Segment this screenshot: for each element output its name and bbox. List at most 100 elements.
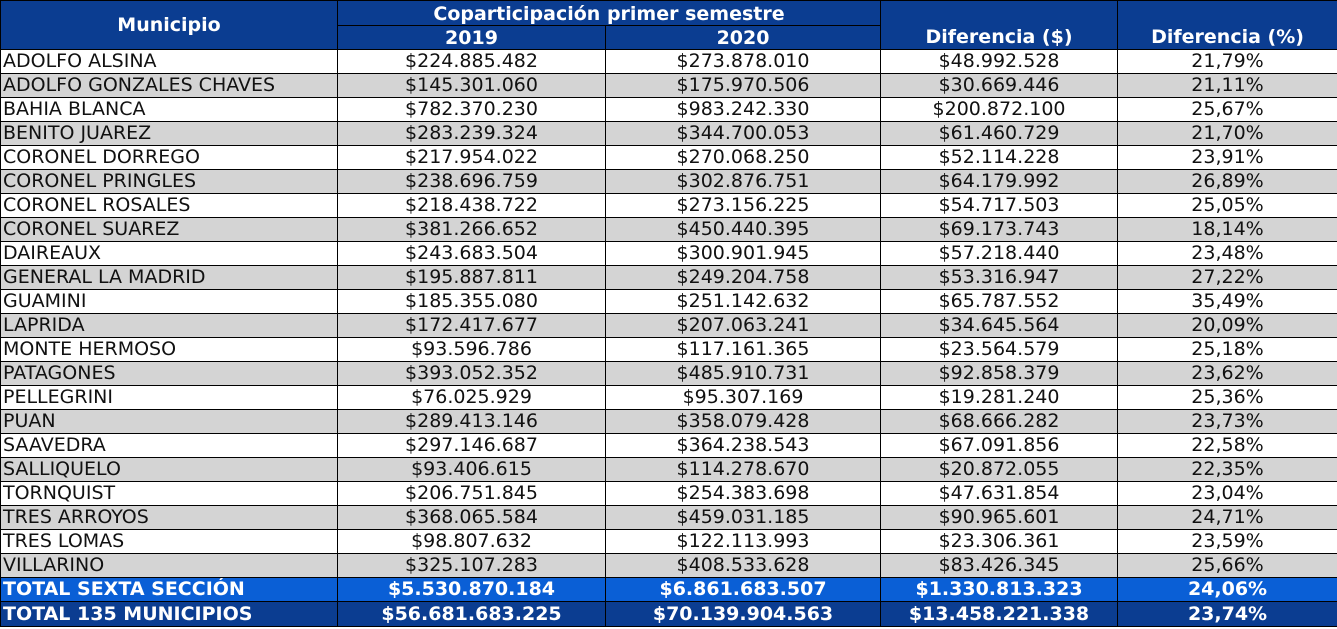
value-2019-cell: $217.954.022 (337, 145, 606, 170)
municipio-cell: LAPRIDA (0, 313, 338, 338)
diferencia-porcentaje-cell: 23,04% (1117, 481, 1337, 506)
municipio-cell: BAHIA BLANCA (0, 97, 338, 122)
diferencia-pesos-cell: $20.872.055 (880, 457, 1119, 482)
table-row: TORNQUIST $206.751.845 $254.383.698 $47.631… (0, 481, 1337, 506)
total-value-2020-cell: $6.861.683.507 (604, 577, 882, 602)
municipio-cell: GENERAL LA MADRID (0, 265, 338, 290)
diferencia-porcentaje-cell: 18,14% (1117, 217, 1337, 242)
diferencia-porcentaje-cell: 24,71% (1117, 505, 1337, 530)
value-2020-cell: $251.142.632 (604, 289, 882, 314)
value-2019-cell: $218.438.722 (337, 193, 606, 218)
table-row: PATAGONES $393.052.352 $485.910.731 $92.858… (0, 361, 1337, 386)
table-row: PUAN $289.413.146 $358.079.428 $68.666.282 2… (0, 409, 1337, 434)
value-2020-cell: $983.242.330 (604, 97, 882, 122)
diferencia-pesos-cell: $23.564.579 (880, 337, 1119, 362)
table-row: ADOLFO GONZALES CHAVES $145.301.060 $175.9… (0, 73, 1337, 98)
value-2020-cell: $459.031.185 (604, 505, 882, 530)
diferencia-pesos-cell: $69.173.743 (880, 217, 1119, 242)
value-2019-cell: $224.885.482 (337, 49, 606, 74)
header-diferencia-pesos: Diferencia ($) (880, 0, 1119, 50)
header-coparticipacion-group: Coparticipación primer semestre (336, 0, 882, 26)
diferencia-porcentaje-cell: 22,58% (1117, 433, 1337, 458)
table-row: ADOLFO ALSINA $224.885.482 $273.878.010 $48… (0, 49, 1337, 74)
municipio-cell: PUAN (0, 409, 338, 434)
value-2020-cell: $300.901.945 (604, 241, 882, 266)
total-diferencia-pesos-cell: $1.330.813.323 (880, 577, 1119, 602)
municipio-cell: TORNQUIST (0, 481, 338, 506)
diferencia-porcentaje-cell: 25,18% (1117, 337, 1337, 362)
table-body: ADOLFO ALSINA $224.885.482 $273.878.010 $48… (0, 49, 1337, 627)
total-135-municipios-row: TOTAL 135 MUNICIPIOS $56.681.683.225 $70.1… (0, 601, 1337, 627)
municipio-cell: DAIREAUX (0, 241, 338, 266)
diferencia-porcentaje-cell: 25,05% (1117, 193, 1337, 218)
diferencia-pesos-cell: $34.645.564 (880, 313, 1119, 338)
diferencia-pesos-cell: $90.965.601 (880, 505, 1119, 530)
table-row: SAAVEDRA $297.146.687 $364.238.543 $67.091.… (0, 433, 1337, 458)
value-2019-cell: $93.406.615 (337, 457, 606, 482)
value-2020-cell: $207.063.241 (604, 313, 882, 338)
value-2019-cell: $145.301.060 (337, 73, 606, 98)
table-row: TRES ARROYOS $368.065.584 $459.031.185 $90.… (0, 505, 1337, 530)
value-2020-cell: $408.533.628 (604, 553, 882, 578)
value-2019-cell: $283.239.324 (337, 121, 606, 146)
municipio-cell: ADOLFO ALSINA (0, 49, 338, 74)
diferencia-pesos-cell: $47.631.854 (880, 481, 1119, 506)
diferencia-pesos-cell: $68.666.282 (880, 409, 1119, 434)
table-header: Municipio Coparticipación primer semestr… (0, 0, 1337, 50)
value-2019-cell: $368.065.584 (337, 505, 606, 530)
value-2019-cell: $381.266.652 (337, 217, 606, 242)
value-2020-cell: $249.204.758 (604, 265, 882, 290)
header-diferencia-porcentaje: Diferencia (%) (1117, 0, 1337, 50)
value-2019-cell: $172.417.677 (337, 313, 606, 338)
diferencia-porcentaje-cell: 22,35% (1117, 457, 1337, 482)
diferencia-porcentaje-cell: 23,73% (1117, 409, 1337, 434)
table-row: CORONEL ROSALES $218.438.722 $273.156.225 $… (0, 193, 1337, 218)
diferencia-pesos-cell: $64.179.992 (880, 169, 1119, 194)
diferencia-porcentaje-cell: 35,49% (1117, 289, 1337, 314)
table-row: CORONEL PRINGLES $238.696.759 $302.876.751… (0, 169, 1337, 194)
total-diferencia-pesos-cell: $13.458.221.338 (880, 601, 1119, 627)
diferencia-pesos-cell: $53.316.947 (880, 265, 1119, 290)
diferencia-porcentaje-cell: 25,36% (1117, 385, 1337, 410)
value-2020-cell: $122.113.993 (604, 529, 882, 554)
diferencia-porcentaje-cell: 23,48% (1117, 241, 1337, 266)
value-2020-cell: $273.156.225 (604, 193, 882, 218)
table-row: CORONEL DORREGO $217.954.022 $270.068.250 $… (0, 145, 1337, 170)
total-municipio-cell: TOTAL SEXTA SECCIÓN (0, 577, 338, 602)
diferencia-porcentaje-cell: 21,70% (1117, 121, 1337, 146)
diferencia-pesos-cell: $200.872.100 (880, 97, 1119, 122)
header-year-2019: 2019 (337, 25, 606, 50)
diferencia-pesos-cell: $83.426.345 (880, 553, 1119, 578)
municipio-cell: TRES ARROYOS (0, 505, 338, 530)
header-year-2020: 2020 (604, 25, 882, 50)
table-row: LAPRIDA $172.417.677 $207.063.241 $34.645.5… (0, 313, 1337, 338)
value-2019-cell: $195.887.811 (337, 265, 606, 290)
diferencia-porcentaje-cell: 20,09% (1117, 313, 1337, 338)
value-2019-cell: $206.751.845 (337, 481, 606, 506)
municipio-cell: TRES LOMAS (0, 529, 338, 554)
table-row: GENERAL LA MADRID $195.887.811 $249.204.75… (0, 265, 1337, 290)
value-2019-cell: $782.370.230 (337, 97, 606, 122)
municipio-cell: MONTE HERMOSO (0, 337, 338, 362)
value-2020-cell: $344.700.053 (604, 121, 882, 146)
value-2020-cell: $95.307.169 (604, 385, 882, 410)
table-row: VILLARINO $325.107.283 $408.533.628 $83.426… (0, 553, 1337, 578)
diferencia-pesos-cell: $19.281.240 (880, 385, 1119, 410)
value-2020-cell: $273.878.010 (604, 49, 882, 74)
diferencia-porcentaje-cell: 21,79% (1117, 49, 1337, 74)
table-row: DAIREAUX $243.683.504 $300.901.945 $57.218.… (0, 241, 1337, 266)
municipio-cell: BENITO JUAREZ (0, 121, 338, 146)
diferencia-porcentaje-cell: 21,11% (1117, 73, 1337, 98)
value-2020-cell: $175.970.506 (604, 73, 882, 98)
municipio-cell: CORONEL ROSALES (0, 193, 338, 218)
table-row: PELLEGRINI $76.025.929 $95.307.169 $19.281.… (0, 385, 1337, 410)
table-row: BENITO JUAREZ $283.239.324 $344.700.053 $61… (0, 121, 1337, 146)
value-2020-cell: $450.440.395 (604, 217, 882, 242)
diferencia-pesos-cell: $57.218.440 (880, 241, 1119, 266)
municipio-cell: SAAVEDRA (0, 433, 338, 458)
total-value-2019-cell: $56.681.683.225 (337, 601, 606, 627)
table-row: TRES LOMAS $98.807.632 $122.113.993 $23.306… (0, 529, 1337, 554)
table-row: GUAMINI $185.355.080 $251.142.632 $65.787.5… (0, 289, 1337, 314)
diferencia-pesos-cell: $23.306.361 (880, 529, 1119, 554)
